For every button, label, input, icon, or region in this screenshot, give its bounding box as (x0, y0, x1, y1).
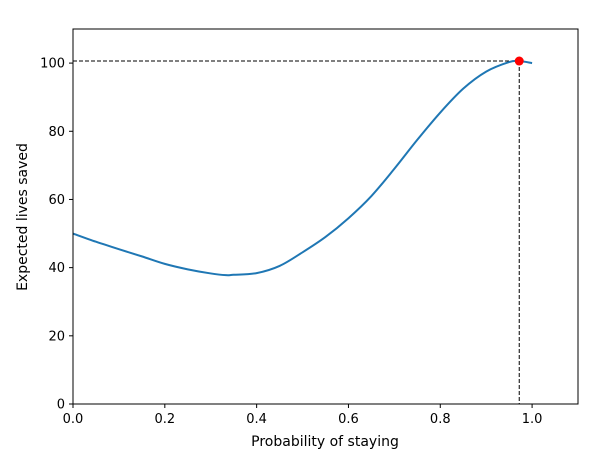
max-point-marker (514, 56, 524, 66)
x-tick-label: 0.2 (154, 412, 175, 427)
y-tick-label: 20 (48, 329, 65, 344)
plot-area (72, 56, 533, 404)
y-tick-label: 40 (48, 261, 65, 276)
y-tick-label: 0 (57, 398, 65, 413)
axes: 0.0 0.2 0.4 0.6 0.8 1.0 0 20 40 60 80 100 (40, 28, 579, 427)
x-tick-label: 0.8 (430, 412, 451, 427)
x-axis-label: Probability of staying (251, 434, 399, 450)
axes-frame (72, 28, 579, 405)
x-tick-label: 0.0 (63, 412, 84, 427)
y-tick-label: 60 (48, 193, 65, 208)
x-tick-label: 0.4 (246, 412, 267, 427)
y-tick-label: 100 (40, 57, 65, 72)
y-tick-label: 80 (48, 125, 65, 140)
series-line-0 (72, 59, 533, 277)
x-tick-label: 0.6 (338, 412, 359, 427)
y-axis-label: Expected lives saved (15, 143, 31, 291)
x-tick-label: 1.0 (522, 412, 543, 427)
